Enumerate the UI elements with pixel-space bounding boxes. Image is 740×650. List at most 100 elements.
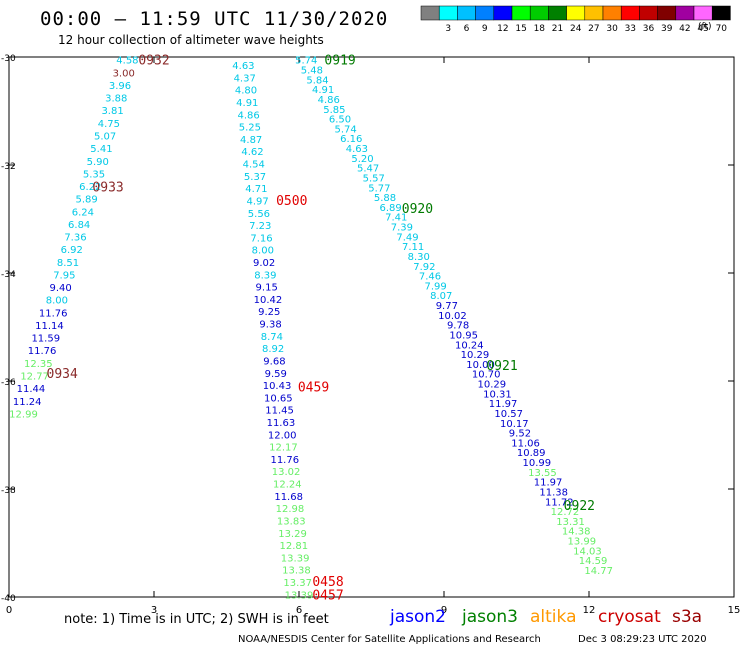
wave-height-point: 10.24	[455, 340, 484, 351]
plot-frame	[8, 56, 735, 598]
colorbar-swatch	[529, 5, 549, 21]
colorbar-label: 3	[445, 24, 451, 34]
wave-height-point: 14.59	[579, 556, 608, 567]
wave-height-point: 6.16	[340, 134, 362, 145]
y-tick-label: -32	[1, 162, 16, 172]
wave-height-point: 6.84	[68, 220, 90, 231]
wave-height-point: 4.58	[116, 56, 138, 67]
colorbar-label: 42	[679, 24, 690, 34]
x-tick-label: 9	[441, 605, 447, 616]
colorbar-swatch	[566, 5, 586, 21]
wave-height-point: 11.76	[270, 455, 299, 466]
wave-height-point: 13.39	[285, 590, 314, 601]
colorbar-label: 45	[697, 24, 708, 34]
pass-time-label: 0921	[486, 359, 517, 374]
wave-height-point: 11.68	[274, 492, 303, 503]
wave-height-point: 4.86	[318, 95, 340, 106]
wave-height-point: 10.95	[449, 330, 478, 341]
wave-height-point: 5.84	[306, 75, 328, 86]
wave-height-point: 11.24	[13, 397, 42, 408]
wave-height-point: 6.24	[72, 207, 94, 218]
wave-height-point: 8.00	[46, 296, 68, 307]
colorbar-swatch	[438, 5, 458, 21]
wave-height-point: 9.78	[447, 321, 469, 332]
wave-height-point: 10.43	[263, 381, 292, 392]
wave-height-point: 7.49	[396, 232, 418, 243]
wave-height-point: 9.25	[258, 307, 280, 318]
colorbar-label: 21	[552, 24, 563, 34]
colorbar-label: 39	[661, 24, 673, 34]
wave-height-point: 11.06	[511, 438, 540, 449]
wave-height-point: 11.97	[489, 399, 518, 410]
colorbar-label: 30	[606, 24, 618, 34]
wave-height-point: 5.74	[334, 124, 356, 135]
chart-subtitle: 12 hour collection of altimeter wave hei…	[58, 33, 324, 47]
wave-height-point: 7.39	[391, 223, 413, 234]
wave-height-point: 4.62	[241, 147, 263, 158]
wave-height-point: 11.45	[265, 406, 294, 417]
colorbar-swatch	[493, 5, 513, 21]
y-tick-label: -38	[1, 486, 16, 496]
wave-height-point: 12.81	[280, 541, 309, 552]
wave-height-point: 10.17	[500, 419, 529, 430]
wave-height-point: 12.72	[551, 507, 580, 518]
colorbar-label: 70	[716, 24, 728, 34]
wave-height-point: 7.36	[64, 233, 86, 244]
colorbar-swatch	[639, 5, 658, 21]
wave-height-point: 13.31	[556, 517, 585, 528]
colorbar-label: 12	[497, 24, 508, 34]
wave-height-point: 3.96	[109, 81, 131, 92]
colorbar-unit: (ft)	[698, 22, 712, 32]
wave-height-point: 13.83	[277, 516, 306, 527]
wave-height-point: 13.38	[282, 566, 311, 577]
wave-height-point: 10.89	[517, 448, 546, 459]
chart-title: 00:00 – 11:59 UTC 11/30/2020	[40, 8, 389, 30]
colorbar-swatch	[602, 5, 622, 21]
wave-height-point: 4.75	[98, 119, 120, 130]
colorbar-label: 33	[625, 24, 636, 34]
wave-height-point: 9.02	[253, 258, 275, 269]
pass-time-label: 0459	[298, 380, 329, 395]
wave-height-point: 5.85	[323, 105, 345, 116]
wave-height-point: 8.07	[430, 291, 452, 302]
wave-height-point: 4.91	[312, 85, 334, 96]
y-tick-label: -40	[1, 594, 16, 604]
wave-height-point: 11.72	[545, 497, 574, 508]
wave-height-point: 12.99	[9, 409, 38, 420]
wave-height-point: 5.48	[301, 66, 323, 77]
wave-height-point: 4.37	[234, 73, 256, 84]
pass-time-label: 0500	[276, 194, 307, 209]
wave-height-point: 5.56	[248, 209, 270, 220]
wave-height-point: 4.80	[235, 86, 257, 97]
wave-height-point: 10.42	[254, 295, 283, 306]
wave-height-point: 6.89	[379, 203, 401, 214]
wave-height-point: 5.25	[239, 123, 261, 134]
wave-height-point: 9.38	[259, 320, 281, 331]
wave-height-point: 9.68	[263, 356, 285, 367]
wave-height-point: 12.00	[268, 430, 297, 441]
wave-height-point: 10.31	[483, 389, 512, 400]
wave-height-point: 9.59	[265, 369, 287, 380]
wave-height-point: 10.02	[438, 311, 467, 322]
wave-height-point: 12.35	[24, 359, 53, 370]
wave-height-point: 12.17	[269, 443, 298, 454]
x-tick-label: 0	[6, 605, 12, 616]
wave-height-point: 12.98	[276, 504, 305, 515]
wave-height-point: 5.37	[244, 172, 266, 183]
wave-height-point: 7.23	[249, 221, 271, 232]
x-tick-label: 12	[583, 605, 596, 616]
wave-height-point: 10.29	[478, 380, 507, 391]
colorbar-label: 24	[570, 24, 582, 34]
wave-height-point: 6.50	[329, 115, 351, 126]
colorbar-swatch	[457, 5, 476, 21]
pass-time-label: 0458	[312, 575, 343, 590]
wave-height-point: 4.87	[240, 135, 262, 146]
wave-height-point: 6.22	[79, 182, 101, 193]
wave-height-point: 9.40	[49, 283, 71, 294]
wave-height-point: 12.77	[20, 372, 49, 383]
colorbar-label: 36	[643, 24, 655, 34]
wave-height-point: 7.92	[413, 262, 435, 273]
wave-height-point: 7.11	[402, 242, 424, 253]
wave-height-point: 3.88	[105, 94, 127, 105]
wave-height-point: 7.41	[385, 213, 407, 224]
